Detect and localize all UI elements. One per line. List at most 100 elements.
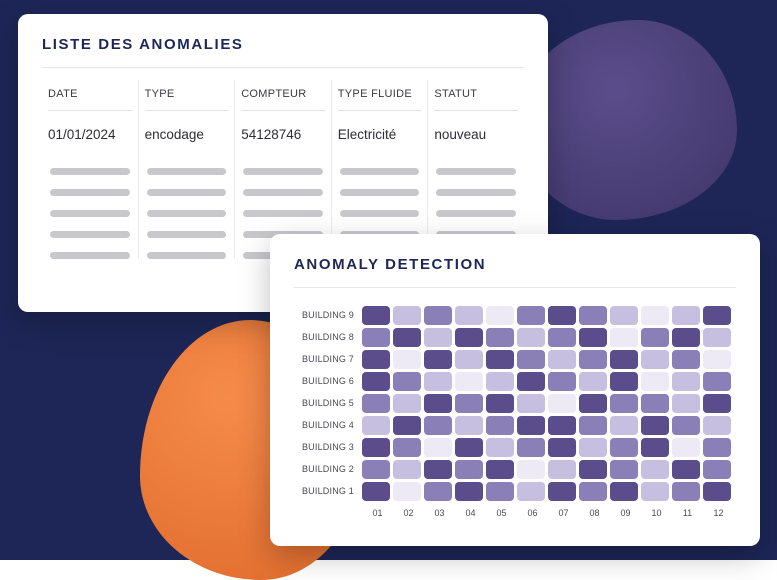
skeleton-row [50, 252, 130, 259]
heatmap-cell [393, 306, 421, 325]
heatmap-row: BUILDING 6 [294, 370, 736, 392]
skeleton-row [50, 189, 130, 196]
heatmap-cell [393, 482, 421, 501]
heatmap-row-cells [362, 416, 736, 435]
heatmap-cell [486, 438, 514, 457]
column-header: TYPE [145, 80, 229, 111]
heatmap-cell [517, 306, 545, 325]
heatmap-row-cells [362, 394, 736, 413]
heatmap-cell [548, 350, 576, 369]
skeleton-row [147, 168, 227, 175]
heatmap-cell [579, 438, 607, 457]
heatmap-cell [641, 350, 669, 369]
heatmap-cell [672, 306, 700, 325]
cell-value: Electricité [338, 111, 422, 154]
heatmap-cell [455, 306, 483, 325]
heatmap-cell [424, 350, 452, 369]
skeleton-row [50, 231, 130, 238]
axis-spacer [294, 508, 362, 518]
column-header: STATUT [434, 80, 518, 111]
heatmap-cell [610, 394, 638, 413]
heatmap-cell [393, 350, 421, 369]
heatmap-cell [641, 416, 669, 435]
heatmap-cell [610, 416, 638, 435]
heatmap-cell [362, 482, 390, 501]
heatmap-cell [455, 394, 483, 413]
heatmap-cell [393, 372, 421, 391]
heatmap-x-tick: 02 [393, 508, 424, 518]
heatmap-cell [579, 306, 607, 325]
heatmap-cell [517, 372, 545, 391]
heatmap-cell [672, 416, 700, 435]
heatmap-row: BUILDING 4 [294, 414, 736, 436]
heatmap-cell [672, 438, 700, 457]
heatmap-row-label: BUILDING 3 [294, 442, 362, 452]
heatmap-cell [641, 460, 669, 479]
heatmap-cell [703, 416, 731, 435]
heatmap-cell [579, 482, 607, 501]
heatmap-x-tick: 08 [579, 508, 610, 518]
heatmap-cell [672, 328, 700, 347]
skeleton-row [340, 168, 420, 175]
heatmap-x-tick: 01 [362, 508, 393, 518]
skeleton-row [147, 231, 227, 238]
heatmap-cell [424, 460, 452, 479]
skeleton-row [50, 168, 130, 175]
heatmap-cell [548, 306, 576, 325]
heatmap-row-label: BUILDING 4 [294, 420, 362, 430]
anomalies-table: DATE01/01/2024TYPEencodageCOMPTEUR541287… [42, 80, 524, 259]
heatmap-cell [362, 306, 390, 325]
heatmap-cell [393, 394, 421, 413]
skeleton-row [436, 168, 516, 175]
heatmap-x-tick: 06 [517, 508, 548, 518]
heatmap-cell [424, 482, 452, 501]
heatmap-cell [424, 306, 452, 325]
heatmap-row-cells [362, 438, 736, 457]
heatmap-row-label: BUILDING 8 [294, 332, 362, 342]
cell-value: encodage [145, 111, 229, 154]
heatmap-row: BUILDING 2 [294, 458, 736, 480]
anomalies-card-title: LISTE DES ANOMALIES [42, 36, 524, 68]
heatmap-cell [455, 460, 483, 479]
heatmap-cell [517, 482, 545, 501]
heatmap-cell [362, 416, 390, 435]
heatmap-cell [486, 350, 514, 369]
heatmap-x-tick: 10 [641, 508, 672, 518]
heatmap-cell [455, 328, 483, 347]
heatmap-cell [486, 416, 514, 435]
heatmap-x-tick: 04 [455, 508, 486, 518]
heatmap-cell [641, 438, 669, 457]
heatmap-cell [362, 460, 390, 479]
heatmap-x-axis: 010203040506070809101112 [294, 508, 736, 518]
heatmap-cell [362, 372, 390, 391]
heatmap-row-cells [362, 306, 736, 325]
heatmap-cell [641, 394, 669, 413]
heatmap-cell [610, 328, 638, 347]
heatmap-cell [455, 350, 483, 369]
heatmap-cell [703, 372, 731, 391]
skeleton-row [340, 189, 420, 196]
heatmap-cell [486, 394, 514, 413]
skeleton-row [243, 168, 323, 175]
heatmap-row: BUILDING 7 [294, 348, 736, 370]
heatmap-row: BUILDING 5 [294, 392, 736, 414]
heatmap-cell [393, 416, 421, 435]
table-column: COMPTEUR54128746 [235, 80, 332, 259]
heatmap-cell [548, 438, 576, 457]
heatmap-cell [517, 328, 545, 347]
cell-value: 54128746 [241, 111, 325, 154]
heatmap-cell [486, 460, 514, 479]
heatmap-row-label: BUILDING 5 [294, 398, 362, 408]
heatmap-card-title: ANOMALY DETECTION [294, 256, 736, 288]
heatmap-cell [672, 460, 700, 479]
heatmap-cell [486, 372, 514, 391]
heatmap-cell [517, 438, 545, 457]
cell-value: nouveau [434, 111, 518, 154]
heatmap-cell [362, 438, 390, 457]
cell-value: 01/01/2024 [48, 111, 132, 154]
heatmap-row-label: BUILDING 2 [294, 464, 362, 474]
heatmap-cell [393, 438, 421, 457]
heatmap-cell [610, 460, 638, 479]
anomaly-detection-card: ANOMALY DETECTION BUILDING 9BUILDING 8BU… [270, 234, 760, 546]
heatmap-cell [703, 350, 731, 369]
